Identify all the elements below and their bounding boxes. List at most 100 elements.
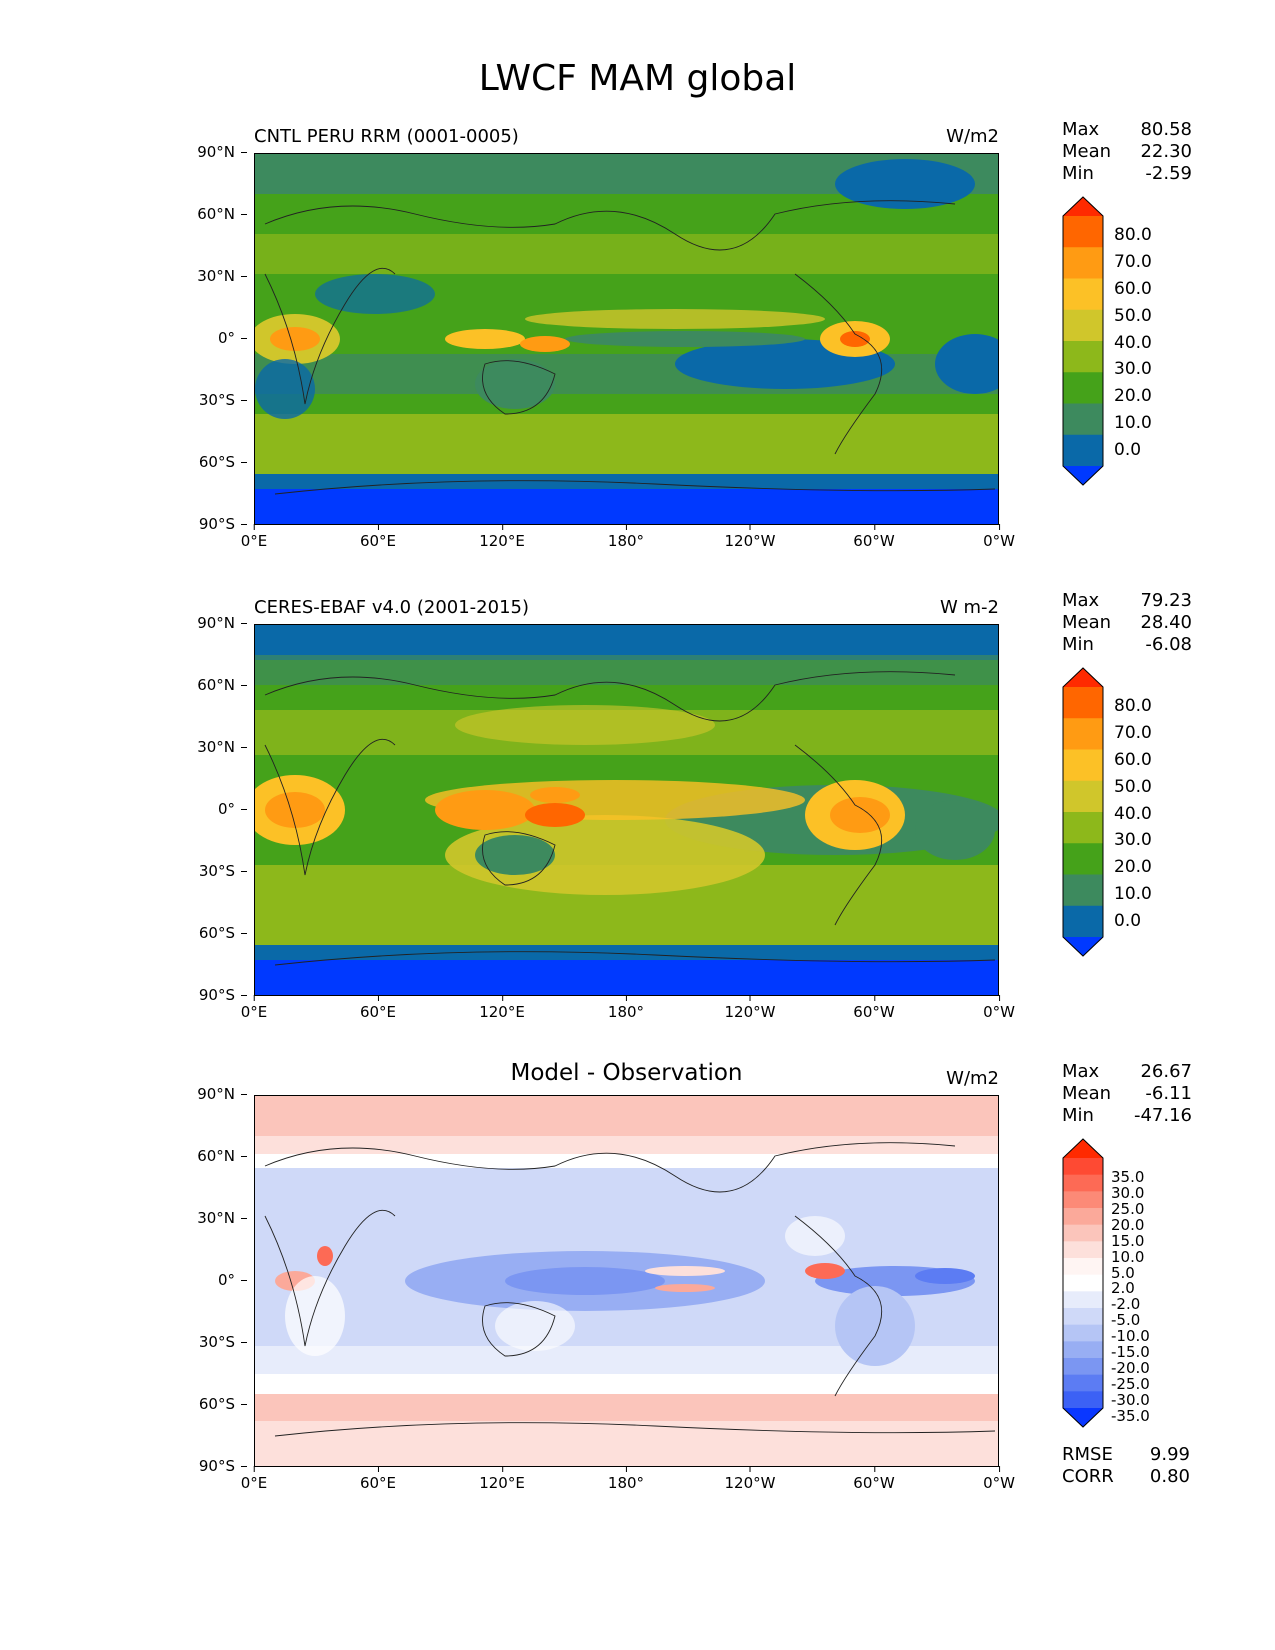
colorbar-label: 20.0	[1111, 1216, 1145, 1234]
lat-tick: 30°N	[197, 1209, 247, 1227]
colorbar-segment	[1063, 843, 1103, 875]
colorbar-outline	[1062, 667, 1104, 957]
colorbar-segment	[1063, 372, 1103, 404]
colorbar-label: 10.0	[1114, 413, 1152, 433]
colorbar-segment	[1063, 687, 1103, 719]
colorbar-segment	[1063, 1191, 1103, 1209]
lat-tick: 0°	[217, 800, 248, 818]
colorbar-label: 50.0	[1114, 306, 1152, 326]
colorbar-label: 20.0	[1114, 386, 1152, 406]
colorbar-extend-max	[1063, 1139, 1103, 1158]
colorbar-segment	[1063, 874, 1103, 907]
colorbar-label: -25.0	[1111, 1375, 1150, 1393]
lon-tick: 60°E	[359, 1466, 397, 1492]
colorbar-label: 40.0	[1114, 804, 1152, 824]
colorbar-segment	[1063, 812, 1103, 844]
stat-value: 9.99	[1149, 1444, 1190, 1465]
stat-label: Max	[1062, 1061, 1100, 1082]
colorbar-label: -20.0	[1111, 1359, 1150, 1377]
colorbar-segment	[1063, 1291, 1103, 1309]
colorbar-label: 30.0	[1114, 830, 1152, 850]
lat-tick: 60°S	[198, 453, 248, 471]
lon-tick: 120°W	[724, 995, 776, 1021]
lon-tick: 120°W	[724, 524, 776, 550]
colorbar-segment	[1063, 403, 1103, 436]
lon-tick: 0°E	[240, 1466, 268, 1492]
colorbar-label: 15.0	[1111, 1232, 1145, 1250]
colorbar-segment	[1063, 1208, 1103, 1226]
lat-tick: 30°N	[197, 267, 247, 285]
colorbar-segment	[1063, 1391, 1103, 1409]
difference-map	[254, 1095, 999, 1467]
colorbar	[1062, 196, 1104, 486]
colorbar-segment	[1063, 309, 1103, 342]
colorbar-label: -35.0	[1111, 1407, 1150, 1425]
lon-tick: 0°W	[983, 524, 1015, 550]
colorbar-label: 30.0	[1114, 359, 1152, 379]
colorbar-segment	[1063, 1158, 1103, 1176]
lat-tick: 90°S	[198, 986, 248, 1004]
figure-title: LWCF MAM global	[478, 58, 797, 99]
panel-model: CNTL PERU RRM (0001-0005) W/m2	[0, 119, 1275, 586]
colorbar-extend-min	[1063, 1408, 1103, 1427]
lat-tick: 90°N	[197, 614, 247, 632]
colorbar-segment	[1063, 1224, 1103, 1242]
lat-tick: 30°S	[198, 1333, 248, 1351]
lat-tick: 30°N	[197, 738, 247, 756]
colorbar	[1062, 1138, 1104, 1428]
colorbar-segment	[1063, 1374, 1103, 1392]
stat-value: -47.16	[1133, 1105, 1192, 1126]
panel-title: CNTL PERU RRM (0001-0005)	[254, 126, 519, 147]
colorbar-segment	[1063, 1358, 1103, 1376]
stat-label: Min	[1062, 163, 1094, 184]
stats-box: Max 80.58 Mean 22.30 Min -2.59	[1062, 119, 1192, 185]
colorbar-outline	[1062, 196, 1104, 486]
lon-tick: 120°E	[479, 995, 525, 1021]
colorbar-label: 10.0	[1114, 884, 1152, 904]
stat-label: Min	[1062, 634, 1094, 655]
colorbar-label: 70.0	[1114, 252, 1152, 272]
lat-tick: 60°N	[197, 676, 247, 694]
stat-label: Mean	[1062, 1083, 1112, 1104]
colorbar-label: -15.0	[1111, 1343, 1150, 1361]
panel-title: CERES-EBAF v4.0 (2001-2015)	[254, 597, 530, 618]
colorbar-label: -30.0	[1111, 1391, 1150, 1409]
lon-tick: 180°	[607, 995, 645, 1021]
colorbar-label: 60.0	[1114, 279, 1152, 299]
lon-tick: 60°E	[359, 995, 397, 1021]
stat-value: 28.40	[1140, 612, 1192, 633]
panel-difference: Model - Observation W/m2	[0, 1060, 1275, 1528]
colorbar-segment	[1063, 434, 1103, 467]
stat-label: Max	[1062, 590, 1100, 611]
lon-tick: 0°W	[983, 995, 1015, 1021]
lon-tick: 60°E	[359, 524, 397, 550]
colorbar-segment	[1063, 216, 1103, 248]
colorbar-label: 30.0	[1111, 1184, 1145, 1202]
lon-tick: 0°E	[240, 524, 268, 550]
colorbar-label: 20.0	[1114, 857, 1152, 877]
lat-tick: 30°S	[198, 862, 248, 880]
panel-units: W/m2	[946, 126, 999, 147]
colorbar	[1062, 667, 1104, 957]
lat-tick: 30°S	[198, 391, 248, 409]
stat-label: Mean	[1062, 612, 1112, 633]
stat-value: -6.11	[1145, 1083, 1192, 1104]
colorbar-extend-min	[1063, 937, 1103, 956]
colorbar-label: 70.0	[1114, 723, 1152, 743]
lon-tick: 60°W	[853, 524, 895, 550]
colorbar-label: 80.0	[1114, 696, 1152, 716]
stat-value: 22.30	[1140, 141, 1192, 162]
colorbar-extend-max	[1063, 197, 1103, 216]
colorbar-label: 25.0	[1111, 1200, 1145, 1218]
colorbar-segment	[1063, 1174, 1103, 1192]
observation-map	[254, 624, 999, 996]
lat-tick: 60°S	[198, 1395, 248, 1413]
colorbar-segment	[1063, 1241, 1103, 1259]
panel-units: W/m2	[946, 1068, 999, 1089]
colorbar-segment	[1063, 278, 1103, 311]
stat-label: CORR	[1062, 1466, 1114, 1487]
colorbar-segment	[1063, 1258, 1103, 1276]
lat-tick: 0°	[217, 329, 248, 347]
stat-value: 0.80	[1149, 1466, 1190, 1487]
lon-tick: 60°W	[853, 995, 895, 1021]
